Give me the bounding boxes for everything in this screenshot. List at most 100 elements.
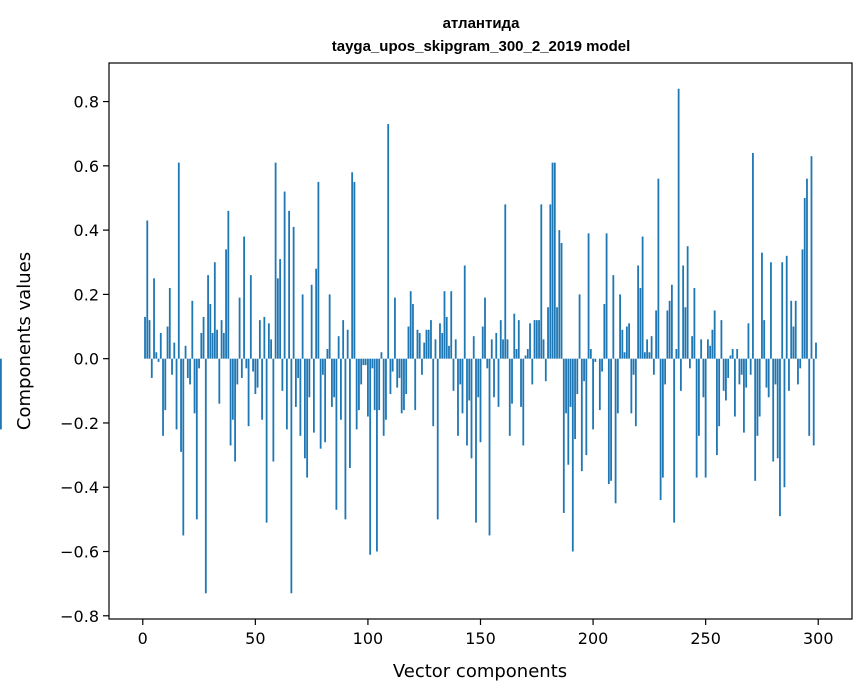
bar (216, 329, 218, 359)
bar (326, 349, 329, 359)
bar (461, 358, 464, 414)
bar (655, 310, 658, 359)
bar (598, 358, 601, 411)
bar (610, 358, 612, 481)
bar (168, 287, 171, 359)
bar (612, 275, 615, 359)
bar (761, 252, 763, 359)
bar (337, 336, 340, 359)
bar (252, 358, 254, 372)
bar (162, 358, 164, 436)
bar (466, 358, 468, 446)
bar (207, 275, 209, 359)
x-tick-label: 300 (803, 629, 834, 648)
bar (148, 320, 151, 359)
bar (220, 320, 223, 359)
bar (547, 307, 549, 359)
bar (155, 352, 158, 359)
bar (470, 358, 473, 459)
bar (193, 358, 196, 414)
bar (175, 358, 178, 430)
bar (342, 320, 345, 359)
bar (713, 310, 716, 359)
bar (479, 358, 482, 443)
bar (238, 297, 241, 359)
bar (711, 329, 714, 359)
bar (594, 358, 597, 362)
bar (704, 358, 707, 478)
bars (0, 88, 817, 594)
bar (736, 349, 739, 359)
bar (799, 358, 802, 369)
y-tick-label: 0.4 (74, 221, 99, 240)
bar (414, 358, 417, 411)
bar (213, 262, 216, 359)
bar (243, 236, 245, 359)
bar (634, 358, 637, 427)
bar (686, 246, 689, 359)
bar (308, 358, 311, 398)
bar (355, 358, 358, 430)
bar (254, 358, 257, 395)
bar (504, 204, 507, 359)
bar (157, 358, 160, 362)
bar (443, 291, 446, 359)
bar (335, 358, 338, 510)
bar (619, 294, 621, 359)
bar (783, 358, 786, 488)
bar (745, 358, 748, 388)
bar (360, 358, 363, 385)
bar (756, 358, 759, 436)
bar (695, 358, 698, 478)
bar (247, 358, 250, 427)
x-tick-label: 0 (138, 629, 148, 648)
bar (227, 210, 230, 359)
bar (684, 307, 687, 359)
bar (790, 300, 793, 359)
chart-subtitle: tayga_upos_skipgram_300_2_2019 model (332, 38, 631, 55)
bar (421, 358, 423, 375)
bar (641, 236, 644, 359)
bar (159, 332, 162, 359)
bar (184, 345, 187, 359)
bar (263, 316, 266, 359)
bar (758, 358, 761, 417)
bar (601, 358, 603, 372)
bar (729, 355, 732, 359)
bar (198, 358, 200, 369)
bar (231, 358, 234, 420)
bar (513, 313, 516, 359)
bar (677, 88, 680, 359)
bar (180, 358, 182, 452)
bar (797, 358, 799, 385)
bar (204, 358, 207, 594)
bar (274, 162, 277, 359)
bar (448, 345, 450, 359)
bar (806, 178, 808, 359)
bar (261, 358, 263, 420)
bar (299, 358, 302, 436)
bar (317, 181, 320, 359)
bar (400, 358, 403, 414)
bar (623, 352, 626, 359)
bar (650, 336, 653, 359)
bar (409, 291, 412, 359)
bar (403, 358, 405, 411)
bar (589, 349, 592, 359)
bar (398, 358, 401, 378)
bar (234, 358, 236, 462)
bar (747, 323, 750, 359)
bar (427, 329, 430, 359)
bar (765, 358, 768, 388)
bar (767, 358, 770, 398)
bar (515, 349, 518, 359)
bar (544, 358, 547, 382)
bar (477, 358, 480, 398)
bar (542, 339, 545, 359)
bar (679, 358, 682, 391)
bar (632, 358, 635, 375)
bar (394, 297, 396, 359)
bar (702, 358, 705, 398)
bar (349, 358, 351, 468)
